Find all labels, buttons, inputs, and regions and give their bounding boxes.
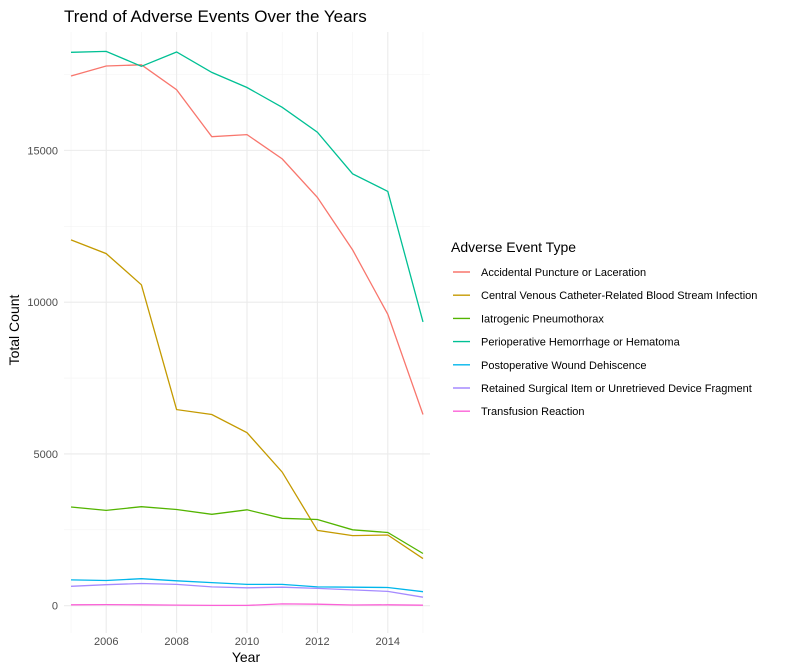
series-line: [70, 578, 424, 593]
series-line: [70, 582, 424, 598]
series-line: [70, 64, 424, 415]
y-axis-ticks: 0 5000 10000 15000: [27, 145, 58, 612]
x-tick-label: 2006: [94, 636, 118, 648]
legend-label: Central Venous Catheter-Related Blood St…: [481, 290, 757, 302]
legend-label: Accidental Puncture or Laceration: [481, 267, 646, 279]
legend: Adverse Event Type Accidental Puncture o…: [451, 239, 757, 418]
legend-label: Iatrogenic Pneumothorax: [481, 313, 604, 325]
legend-label: Transfusion Reaction: [481, 406, 585, 418]
y-axis-title: Total Count: [6, 294, 22, 365]
series-line: [70, 50, 424, 323]
x-axis-title: Year: [232, 649, 261, 665]
chart-title: Trend of Adverse Events Over the Years: [64, 7, 367, 26]
legend-title: Adverse Event Type: [451, 239, 576, 255]
y-tick-label: 15000: [27, 145, 58, 157]
legend-label: Retained Surgical Item or Unretrieved De…: [481, 383, 752, 395]
x-tick-label: 2012: [305, 636, 329, 648]
x-tick-label: 2014: [376, 636, 400, 648]
legend-label: Postoperative Wound Dehiscence: [481, 360, 647, 372]
grid: [64, 32, 430, 633]
y-tick-label: 0: [52, 601, 58, 613]
legend-label: Perioperative Hemorrhage or Hematoma: [481, 337, 681, 349]
y-tick-label: 10000: [27, 297, 58, 309]
series-line: [70, 603, 424, 607]
x-tick-label: 2008: [164, 636, 188, 648]
series-line: [70, 239, 424, 560]
series-line: [70, 506, 424, 555]
x-tick-label: 2010: [235, 636, 259, 648]
series-lines: [70, 50, 424, 607]
x-axis-ticks: 2006 2008 2010 2012 2014: [94, 636, 400, 648]
y-tick-label: 5000: [34, 449, 58, 461]
